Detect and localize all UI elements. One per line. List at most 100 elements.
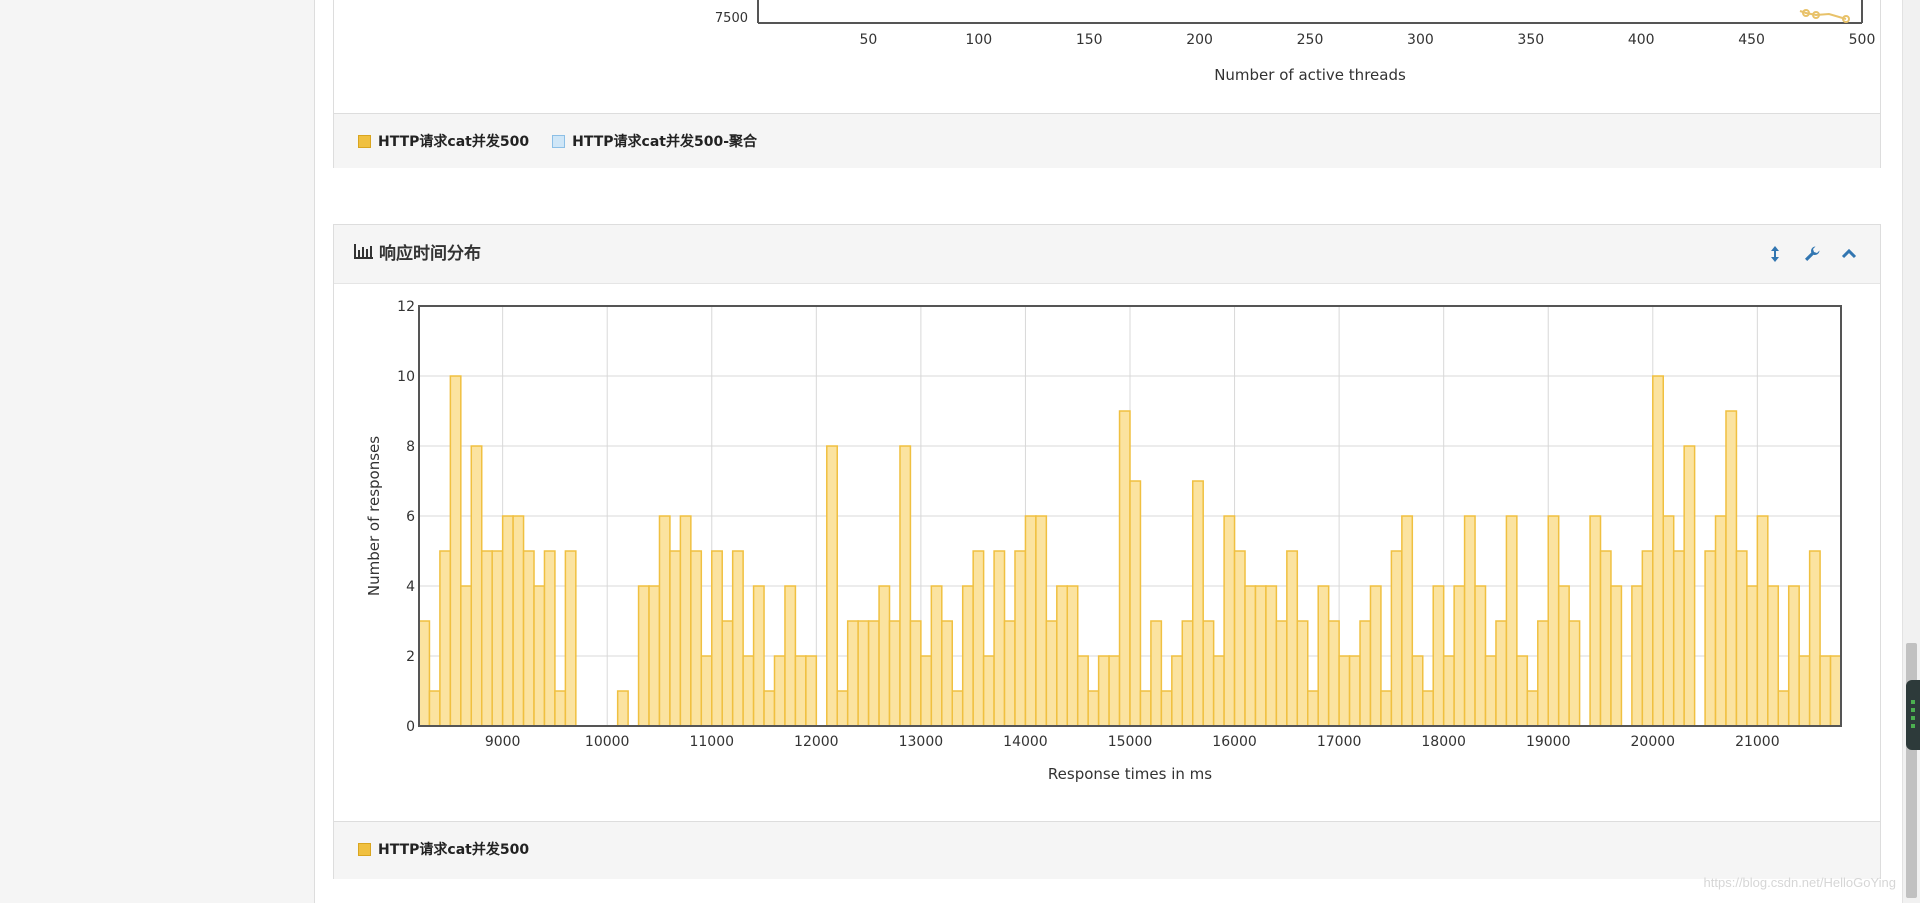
histogram-bar[interactable] <box>1787 585 1800 727</box>
histogram-bar[interactable] <box>1118 410 1131 727</box>
histogram-bar[interactable] <box>742 655 755 727</box>
legend-item[interactable]: HTTP请求cat并发500 <box>358 839 529 859</box>
histogram-bar[interactable] <box>418 620 431 727</box>
histogram-bar[interactable] <box>1589 515 1602 727</box>
histogram-bar[interactable] <box>888 620 901 727</box>
histogram-bar[interactable] <box>805 655 818 727</box>
histogram-bar[interactable] <box>941 620 954 727</box>
histogram-bar[interactable] <box>1056 585 1069 727</box>
histogram-bar[interactable] <box>1390 550 1403 727</box>
histogram-bar[interactable] <box>1202 620 1215 727</box>
histogram-bar[interactable] <box>857 620 870 727</box>
histogram-bar[interactable] <box>1076 655 1089 727</box>
histogram-bar[interactable] <box>1233 550 1246 727</box>
histogram-bar[interactable] <box>1191 480 1204 727</box>
histogram-bar[interactable] <box>470 445 483 727</box>
histogram-bar[interactable] <box>460 585 473 727</box>
histogram-bar[interactable] <box>439 550 452 727</box>
histogram-bar[interactable] <box>1442 655 1455 727</box>
histogram-bar[interactable] <box>794 655 807 727</box>
histogram-bar[interactable] <box>1181 620 1194 727</box>
histogram-bar[interactable] <box>533 585 546 727</box>
histogram-bar[interactable] <box>1798 655 1811 727</box>
histogram-bar[interactable] <box>1819 655 1832 727</box>
histogram-bar[interactable] <box>1829 655 1842 727</box>
histogram-bar[interactable] <box>1463 515 1476 727</box>
histogram-bar[interactable] <box>1317 585 1330 727</box>
histogram-bar[interactable] <box>522 550 535 727</box>
histogram-bar[interactable] <box>899 445 912 727</box>
histogram-bar[interactable] <box>1348 655 1361 727</box>
histogram-bar[interactable] <box>836 690 849 727</box>
histogram-bar[interactable] <box>993 550 1006 727</box>
histogram-bar[interactable] <box>1359 620 1372 727</box>
scrollbar-thumb[interactable] <box>1906 643 1917 898</box>
histogram-bar[interactable] <box>920 655 933 727</box>
histogram-bar[interactable] <box>1526 690 1539 727</box>
histogram-bar[interactable] <box>972 550 985 727</box>
histogram-bar[interactable] <box>1756 515 1769 727</box>
histogram-bar[interactable] <box>721 620 734 727</box>
histogram-bar[interactable] <box>1610 585 1623 727</box>
histogram-bar[interactable] <box>637 585 650 727</box>
histogram-bar[interactable] <box>1014 550 1027 727</box>
histogram-bar[interactable] <box>1516 655 1529 727</box>
histogram-bar[interactable] <box>1767 585 1780 727</box>
histogram-bar[interactable] <box>1714 515 1727 727</box>
histogram-bar[interactable] <box>1547 515 1560 727</box>
histogram-bar[interactable] <box>1599 550 1612 727</box>
histogram-bar[interactable] <box>1495 620 1508 727</box>
histogram-bar[interactable] <box>982 655 995 727</box>
histogram-bar[interactable] <box>930 585 943 727</box>
histogram-bar[interactable] <box>1275 620 1288 727</box>
histogram-bar[interactable] <box>1035 515 1048 727</box>
histogram-bar[interactable] <box>1474 585 1487 727</box>
histogram-bar[interactable] <box>1641 550 1654 727</box>
histogram-bar[interactable] <box>1327 620 1340 727</box>
histogram-bar[interactable] <box>648 585 661 727</box>
histogram-bar[interactable] <box>1066 585 1079 727</box>
legend-item[interactable]: HTTP请求cat并发500 <box>358 131 529 151</box>
histogram-bar[interactable] <box>773 655 786 727</box>
histogram-bar[interactable] <box>1401 515 1414 727</box>
histogram-bar[interactable] <box>1453 585 1466 727</box>
side-widget[interactable] <box>1906 680 1920 750</box>
histogram-bar[interactable] <box>909 620 922 727</box>
histogram-bar[interactable] <box>480 550 493 727</box>
histogram-bar[interactable] <box>658 515 671 727</box>
histogram-bar[interactable] <box>1704 550 1717 727</box>
histogram-bar[interactable] <box>1631 585 1644 727</box>
histogram-bar[interactable] <box>1338 655 1351 727</box>
histogram-bar[interactable] <box>1139 690 1152 727</box>
histogram-bar[interactable] <box>1777 690 1790 727</box>
histogram-bar[interactable] <box>512 515 525 727</box>
histogram-bar[interactable] <box>1129 480 1142 727</box>
chevron-up-icon[interactable] <box>1838 243 1860 265</box>
histogram-bar[interactable] <box>1484 655 1497 727</box>
histogram-bar[interactable] <box>1746 585 1759 727</box>
histogram-bar[interactable] <box>826 445 838 727</box>
histogram-bar[interactable] <box>961 585 974 727</box>
vertical-resize-icon[interactable] <box>1764 243 1786 265</box>
histogram-bar[interactable] <box>1537 620 1549 727</box>
histogram-bar[interactable] <box>846 620 859 727</box>
histogram-bar[interactable] <box>1024 515 1037 727</box>
histogram-bar[interactable] <box>1557 585 1570 727</box>
histogram-bar[interactable] <box>1422 690 1434 727</box>
histogram-bar[interactable] <box>428 690 441 727</box>
histogram-bar[interactable] <box>554 690 567 727</box>
histogram-bar[interactable] <box>1223 515 1236 727</box>
histogram-bar[interactable] <box>1411 655 1424 727</box>
histogram-bar[interactable] <box>1735 550 1748 727</box>
histogram-bar[interactable] <box>1212 655 1225 727</box>
histogram-bar[interactable] <box>1505 515 1518 727</box>
histogram-bar[interactable] <box>1254 585 1267 727</box>
histogram-bar[interactable] <box>951 690 964 727</box>
legend-item[interactable]: HTTP请求cat并发500-聚合 <box>552 131 757 151</box>
histogram-bar[interactable] <box>501 515 514 727</box>
histogram-bar[interactable] <box>711 550 723 727</box>
histogram-bar[interactable] <box>1265 585 1278 727</box>
vertical-scrollbar[interactable] <box>1902 0 1920 903</box>
histogram-bar[interactable] <box>1808 550 1821 727</box>
histogram-bar[interactable] <box>679 515 692 727</box>
